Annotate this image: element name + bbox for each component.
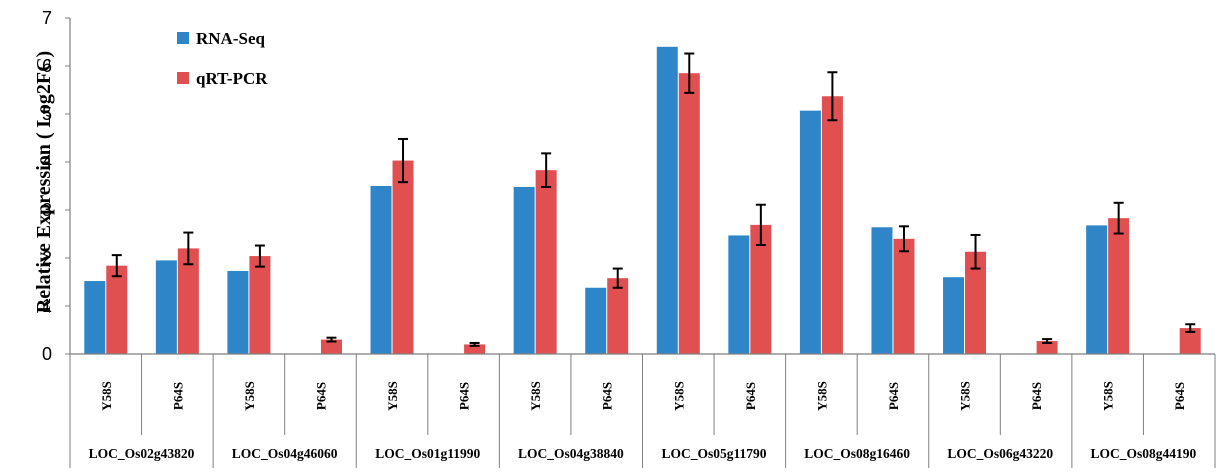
axes [69,18,1216,468]
category-label: Y58S [242,381,257,411]
error-bars [111,52,1196,347]
category-label: P64S [1172,382,1187,410]
error-bar-8 [612,267,623,289]
bar-rna-seq-8 [585,287,607,354]
bar-qrt-pcr-14 [1036,341,1058,354]
category-label: Y58S [1101,381,1116,411]
bar-qrt-pcr-3 [249,256,271,354]
bar-rna-seq-9 [656,46,678,355]
error-bar-15 [1113,201,1124,235]
bar-qrt-pcr-10 [750,224,772,354]
bar-qrt-pcr-12 [893,238,915,354]
error-bar-16 [1185,323,1196,333]
bar-rna-seq-1 [84,281,106,354]
error-bar-9 [684,52,695,94]
bars [84,46,1201,355]
category-label: Y58S [958,381,973,411]
bar-rna-seq-3 [227,270,249,354]
bar-rna-seq-2 [155,260,177,354]
category-label: P64S [886,382,901,410]
category-label: P64S [313,382,328,410]
legend-swatch [177,72,189,84]
group-label: LOC_Os01g11990 [375,446,480,461]
error-bar-1 [111,254,122,278]
bar-qrt-pcr-2 [177,248,199,354]
group-label: LOC_Os04g46060 [232,446,338,461]
bar-qrt-pcr-6 [464,344,486,354]
bar-qrt-pcr-5 [392,160,414,354]
legend-label: qRT-PCR [196,69,268,88]
bar-rna-seq-12 [871,227,893,354]
bar-qrt-pcr-7 [535,170,557,354]
error-bar-11 [827,71,838,122]
error-bar-12 [898,225,909,253]
group-label: LOC_Os06g43220 [947,446,1053,461]
error-bar-4 [326,336,337,343]
error-bar-14 [1042,338,1053,344]
y-tick-label: 0 [42,344,52,364]
group-label: LOC_Os05g11790 [662,446,767,461]
y-tick-label: 6 [42,56,52,76]
y-tick-label: 7 [42,8,52,28]
group-label: LOC_Os08g16460 [804,446,910,461]
category-label: P64S [600,382,615,410]
bar-qrt-pcr-16 [1179,328,1201,354]
category-label: P64S [743,382,758,410]
bar-qrt-pcr-11 [821,96,843,355]
category-label: Y58S [99,381,114,411]
bar-qrt-pcr-9 [678,73,700,354]
category-label: Y58S [528,381,543,411]
legend-swatch [177,32,189,44]
y-axis-title: Relative Expression ( Log2FC) [33,51,55,313]
error-bar-3 [254,244,265,268]
category-label: Y58S [814,381,829,411]
y-tick-label: 2 [42,248,52,268]
error-bar-2 [183,231,194,266]
group-label: LOC_Os02g43820 [89,446,195,461]
category-label: Y58S [385,381,400,411]
group-label: LOC_Os08g44190 [1091,446,1197,461]
bar-rna-seq-11 [799,110,821,354]
bar-rna-seq-15 [1086,225,1108,354]
legend: RNA-Seq qRT-PCR [177,29,268,88]
bar-rna-seq-7 [513,186,535,354]
y-axis-ticks: 0 1 2 3 4 5 6 7 [42,8,70,364]
error-bar-5 [398,137,409,184]
bar-rna-seq-10 [728,235,750,354]
y-tick-label: 5 [42,104,52,124]
bar-qrt-pcr-15 [1108,218,1130,354]
y-tick-label: 3 [42,200,52,220]
legend-label: RNA-Seq [196,29,265,48]
category-label: P64S [457,382,472,410]
y-tick-label: 1 [42,296,52,316]
group-label: LOC_Os04g38840 [518,446,624,461]
y-tick-label: 4 [42,152,52,172]
category-label: Y58S [671,381,686,411]
bar-rna-seq-13 [943,277,965,354]
error-bar-13 [970,233,981,270]
bar-qrt-pcr-1 [106,265,128,354]
error-bar-6 [469,341,480,347]
category-label: P64S [1029,382,1044,410]
bar-qrt-pcr-8 [607,278,629,354]
bar-rna-seq-5 [370,186,392,354]
x-axis-labels: Y58S P64S Y58S P64S Y58S P64S Y58S P64S Y58S P64S… [89,381,1197,461]
bar-qrt-pcr-13 [965,251,987,354]
bar-qrt-pcr-4 [320,339,342,354]
error-bar-7 [541,152,552,188]
category-label: P64S [170,382,185,410]
error-bar-10 [755,203,766,247]
